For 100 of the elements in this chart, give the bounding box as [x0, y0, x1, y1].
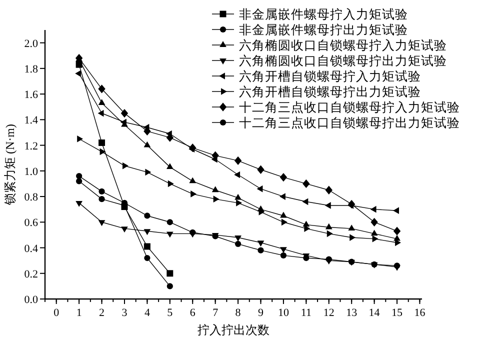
point: [326, 256, 332, 262]
point: [325, 186, 332, 194]
x-tick-label: 11: [300, 307, 312, 319]
x-tick-label: 8: [235, 307, 242, 319]
x-tick-label: 3: [122, 307, 128, 319]
point: [348, 224, 356, 231]
point: [144, 243, 150, 250]
point: [281, 218, 288, 226]
x-tick-label: 1: [76, 307, 82, 319]
point: [166, 232, 174, 238]
y-tick-label: 1.6: [24, 89, 38, 102]
point: [350, 234, 356, 241]
point: [213, 196, 220, 203]
legend-label: 非金属嵌件螺母拧出力矩试验: [239, 23, 408, 37]
point: [370, 206, 376, 213]
point: [234, 171, 240, 178]
y-tick-label: 0.4: [24, 242, 38, 255]
point: [190, 190, 197, 198]
point: [189, 177, 196, 184]
point: [98, 84, 106, 94]
point: [98, 139, 106, 146]
point: [144, 254, 150, 262]
point: [212, 186, 219, 192]
point: [145, 168, 152, 176]
point: [122, 162, 128, 170]
y-tick-label: 1.2: [24, 140, 38, 152]
point: [144, 212, 150, 219]
point: [190, 229, 196, 236]
point: [234, 236, 242, 242]
point: [258, 247, 264, 254]
point: [98, 188, 105, 194]
point: [370, 230, 378, 236]
point: [236, 200, 242, 206]
legend-label: 六角椭圆收口自锁螺母拧入力矩试验: [239, 38, 447, 52]
x-tick-label: 10: [278, 307, 290, 319]
x-tick-label: 13: [346, 307, 358, 319]
point: [76, 172, 82, 180]
y-tick-label: 1.4: [24, 114, 38, 127]
point: [393, 207, 399, 214]
point: [166, 270, 174, 277]
point: [98, 196, 105, 202]
legend-label: 非金属嵌件螺母拧入力矩试验: [239, 8, 408, 22]
legend-label: 六角开槽自锁螺母拧入力矩试验: [239, 70, 421, 84]
legend-label: 十二角三点收口自锁螺母拧出力矩试验: [239, 116, 460, 130]
x-tick-label: 2: [99, 307, 105, 319]
y-tick-label: 2.0: [24, 38, 38, 50]
point: [348, 200, 356, 209]
y-tick-label: 0.2: [24, 268, 38, 280]
point: [100, 148, 106, 156]
point: [324, 202, 331, 209]
point: [302, 198, 308, 206]
point: [280, 247, 287, 254]
x-tick-label: 7: [212, 307, 219, 319]
point: [166, 219, 173, 226]
legend-label: 六角椭圆收口自锁螺母拧出力矩试验: [239, 54, 447, 68]
point: [166, 163, 174, 170]
y-tick-label: 0.6: [24, 217, 38, 230]
point: [98, 220, 106, 226]
point: [234, 240, 242, 247]
point: [166, 283, 173, 290]
point: [257, 165, 264, 174]
point: [76, 200, 82, 207]
point: [258, 208, 265, 216]
y-tick-label: 0.0: [24, 294, 38, 306]
point: [144, 141, 151, 148]
legend-label: 六角开槽自锁螺母拧出力矩试验: [239, 85, 421, 99]
y-tick-label: 1.0: [24, 166, 38, 178]
point: [76, 178, 82, 184]
point: [144, 229, 151, 236]
x-tick-label: 5: [167, 307, 174, 319]
x-tick-label: 15: [392, 307, 404, 319]
point: [98, 110, 104, 117]
point: [121, 226, 128, 233]
point: [257, 240, 264, 247]
point: [256, 185, 263, 192]
point: [77, 135, 84, 142]
x-tick-label: 0: [54, 307, 60, 319]
x-tick-label: 4: [144, 307, 150, 319]
point: [280, 212, 287, 218]
point: [98, 99, 106, 105]
point: [326, 230, 333, 238]
x-tick-label: 12: [323, 307, 334, 319]
point: [302, 179, 310, 188]
x-tick-label: 9: [258, 307, 264, 319]
point: [234, 156, 242, 165]
point: [120, 108, 128, 118]
y-tick-label: 0.8: [24, 192, 38, 204]
point: [280, 193, 286, 200]
legend-label: 十二角三点收口自锁螺母拧入力矩试验: [239, 100, 460, 114]
point: [372, 235, 378, 242]
x-axis-title: 拧入拧出次数: [198, 323, 270, 337]
point: [394, 262, 400, 269]
point: [168, 180, 174, 188]
x-tick-label: 16: [414, 307, 426, 319]
y-tick-label: 1.8: [24, 63, 38, 76]
point: [325, 223, 332, 230]
point: [234, 194, 242, 200]
x-tick-label: 6: [190, 307, 196, 319]
point: [393, 226, 401, 236]
y-axis-title: 锁紧力矩 (N·m): [3, 124, 17, 206]
